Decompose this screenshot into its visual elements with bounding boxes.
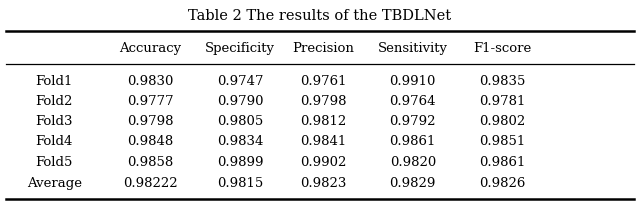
Text: 0.9815: 0.9815: [217, 177, 263, 190]
Text: Precision: Precision: [292, 42, 354, 55]
Text: 0.9826: 0.9826: [479, 177, 525, 190]
Text: 0.9781: 0.9781: [479, 95, 525, 108]
Text: 0.9792: 0.9792: [390, 115, 436, 128]
Text: 0.9861: 0.9861: [479, 156, 525, 168]
Text: 0.98222: 0.98222: [123, 177, 178, 190]
Text: Average: Average: [27, 177, 82, 190]
Text: 0.9858: 0.9858: [127, 156, 173, 168]
Text: 0.9812: 0.9812: [300, 115, 346, 128]
Text: 0.9861: 0.9861: [390, 135, 436, 148]
Text: 0.9798: 0.9798: [127, 115, 173, 128]
Text: Fold3: Fold3: [36, 115, 73, 128]
Text: 0.9798: 0.9798: [300, 95, 346, 108]
Text: 0.9805: 0.9805: [217, 115, 263, 128]
Text: 0.9790: 0.9790: [217, 95, 263, 108]
Text: 0.9834: 0.9834: [217, 135, 263, 148]
Text: 0.9899: 0.9899: [217, 156, 263, 168]
Text: Fold2: Fold2: [36, 95, 73, 108]
Text: 0.9835: 0.9835: [479, 75, 525, 88]
Text: Table 2 The results of the TBDLNet: Table 2 The results of the TBDLNet: [188, 9, 452, 23]
Text: 0.9761: 0.9761: [300, 75, 346, 88]
Text: Fold1: Fold1: [36, 75, 73, 88]
Text: 0.9829: 0.9829: [390, 177, 436, 190]
Text: 0.9777: 0.9777: [127, 95, 173, 108]
Text: Fold5: Fold5: [36, 156, 73, 168]
Text: Fold4: Fold4: [36, 135, 73, 148]
Text: 0.9830: 0.9830: [127, 75, 173, 88]
Text: Sensitivity: Sensitivity: [378, 42, 448, 55]
Text: 0.9823: 0.9823: [300, 177, 346, 190]
Text: 0.9747: 0.9747: [217, 75, 263, 88]
Text: Specificity: Specificity: [205, 42, 275, 55]
Text: 0.9764: 0.9764: [390, 95, 436, 108]
Text: F1-score: F1-score: [473, 42, 532, 55]
Text: 0.9820: 0.9820: [390, 156, 436, 168]
Text: 0.9902: 0.9902: [300, 156, 346, 168]
Text: 0.9802: 0.9802: [479, 115, 525, 128]
Text: Accuracy: Accuracy: [119, 42, 182, 55]
Text: 0.9851: 0.9851: [479, 135, 525, 148]
Text: 0.9848: 0.9848: [127, 135, 173, 148]
Text: 0.9910: 0.9910: [390, 75, 436, 88]
Text: 0.9841: 0.9841: [300, 135, 346, 148]
